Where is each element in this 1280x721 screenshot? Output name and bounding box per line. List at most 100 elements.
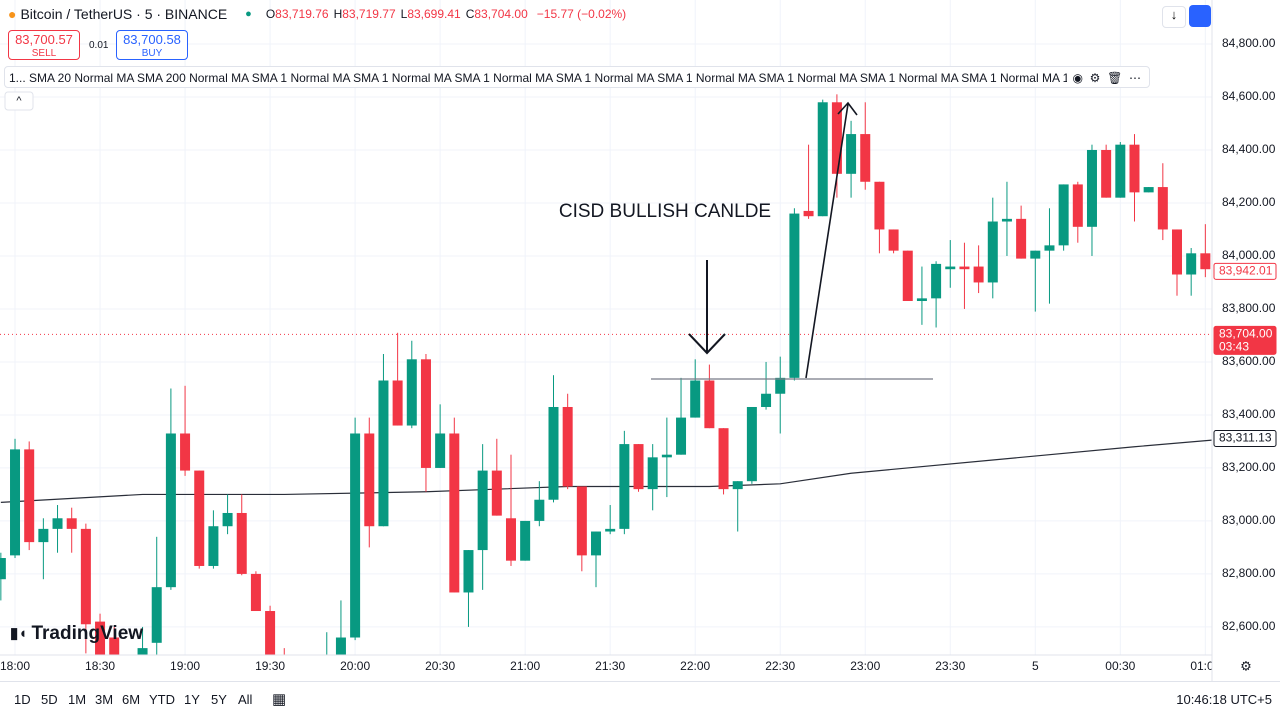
candle-body [1030, 250, 1041, 259]
candle-body [1157, 187, 1168, 230]
symbol[interactable]: Bitcoin / TetherUS · 5 · BINANCE [20, 6, 228, 22]
candle-body [831, 102, 842, 174]
last-price-label: 83,704.00 [1219, 327, 1273, 341]
date-range-icon[interactable]: ▦ [272, 691, 287, 708]
x-tick-label: 20:30 [425, 659, 455, 673]
candle-body [95, 621, 106, 655]
timeframe-button[interactable]: 1Y [184, 692, 200, 707]
ohlc-legend: O83,719.76 H83,719.77 L83,699.41 C83,704.00 [266, 7, 533, 21]
indicator-list: 1... SMA 20 Normal MA SMA 200 Normal MA … [9, 71, 1091, 85]
candle-body [591, 531, 602, 556]
y-tick-label: 84,800.00 [1222, 36, 1276, 50]
candle-body [0, 558, 6, 580]
x-tick-label: 20:00 [340, 659, 370, 673]
candle-body [1001, 218, 1012, 222]
sell-button[interactable]: 83,700.57 SELL [8, 30, 80, 60]
timeframe-button[interactable]: All [238, 692, 253, 707]
candle-body [505, 518, 516, 561]
candle-body [548, 406, 559, 500]
candle-body [789, 213, 800, 378]
chart: 18:00 18:30 19:00 19:30 20:00 20:30 21:00 21:30… [0, 0, 1277, 681]
buy-button[interactable]: 83,700.58 BUY [116, 30, 188, 60]
candle-body [874, 181, 885, 230]
ohlc-key: L [400, 7, 408, 21]
ma-price-label-box [1213, 429, 1277, 447]
candle-body [449, 433, 460, 593]
timeframe-button[interactable]: 1M [68, 692, 87, 707]
candle-body [690, 380, 701, 418]
candle-body [1044, 245, 1055, 251]
candle-body [250, 573, 261, 612]
timeframe-button[interactable]: 5D [41, 692, 58, 707]
candle-body [66, 518, 77, 529]
candle-body [1101, 149, 1112, 198]
timeframe-button[interactable]: 3M [95, 692, 114, 707]
candle-body [619, 444, 630, 529]
y-tick-label: 84,000.00 [1222, 248, 1276, 262]
y-tick-label: 82,600.00 [1222, 619, 1276, 633]
candle-body [846, 134, 857, 174]
bottom-toolbar: 1D 5D 1M 3M 6M YTD 1Y 5Y All ▦ 10:46:18 UTC+5 [0, 681, 1280, 721]
candle-body [931, 263, 942, 299]
download-button[interactable]: ↓ [1162, 6, 1186, 28]
y-tick-label: 84,400.00 [1222, 142, 1276, 156]
candle-body [52, 518, 63, 529]
x-tick-label: 18:00 [0, 659, 30, 673]
candle-body [350, 433, 361, 638]
candle-body [123, 667, 133, 675]
candle-body [916, 298, 927, 302]
candle-body [137, 648, 148, 655]
coin-icon: ● [8, 6, 17, 22]
candle-body [562, 406, 573, 487]
candle-body [1171, 229, 1182, 275]
candle-body [165, 433, 176, 588]
candle-body [265, 611, 276, 655]
indicator-bar[interactable]: 1... SMA 20 Normal MA SMA 200 Normal MA … [4, 66, 1150, 88]
collapse-button[interactable] [4, 91, 34, 111]
candle-body [775, 377, 786, 394]
settings-icon[interactable]: ⚙ [1240, 658, 1252, 673]
timeframe-button[interactable]: 6M [122, 692, 141, 707]
candle-body [293, 672, 303, 680]
candle-body [1086, 149, 1097, 227]
candle-body [420, 359, 431, 468]
collapse-icon: ^ [16, 95, 22, 107]
x-tick-label: 23:00 [850, 659, 880, 673]
x-tick-label: 18:30 [85, 659, 115, 673]
candle-body [576, 486, 587, 556]
candle-body [732, 481, 743, 490]
candle-body [491, 470, 502, 516]
timeframe-button[interactable]: 1D [14, 692, 31, 707]
candle-body [151, 587, 162, 643]
candle-body [322, 672, 332, 681]
candle-body [746, 406, 757, 482]
header: ● Bitcoin / TetherUS · 5 · BINANCE ● O83… [8, 6, 626, 22]
candle-body [463, 550, 474, 593]
timeframe-button[interactable]: 5Y [211, 692, 227, 707]
candle-body [24, 449, 35, 543]
indicator-price-label-box [1213, 262, 1277, 280]
fullscreen-button[interactable] [1189, 5, 1211, 27]
status-dot: ● [245, 8, 252, 20]
candle-body [761, 393, 772, 407]
y-tick-label: 84,600.00 [1222, 89, 1276, 103]
candle-body [987, 221, 998, 283]
ohlc-value: 83,719.76 [275, 7, 329, 21]
y-tick-label: 83,400.00 [1222, 407, 1276, 421]
candle-body [676, 417, 687, 455]
candle-body [335, 637, 346, 655]
timeframe-button[interactable]: YTD [149, 692, 175, 707]
x-tick-label: 21:00 [510, 659, 540, 673]
clock: 10:46:18 UTC+5 [1176, 692, 1272, 707]
x-tick-label: 22:00 [680, 659, 710, 673]
x-tick-label: 23:30 [935, 659, 965, 673]
ohlc-key: C [465, 7, 475, 21]
y-tick-label: 83,200.00 [1222, 460, 1276, 474]
candle-body [80, 528, 91, 625]
candle-body [902, 250, 913, 302]
candle-body [633, 444, 644, 490]
candle-body [661, 454, 672, 458]
candle-body [406, 359, 417, 426]
candle-body [973, 266, 984, 283]
